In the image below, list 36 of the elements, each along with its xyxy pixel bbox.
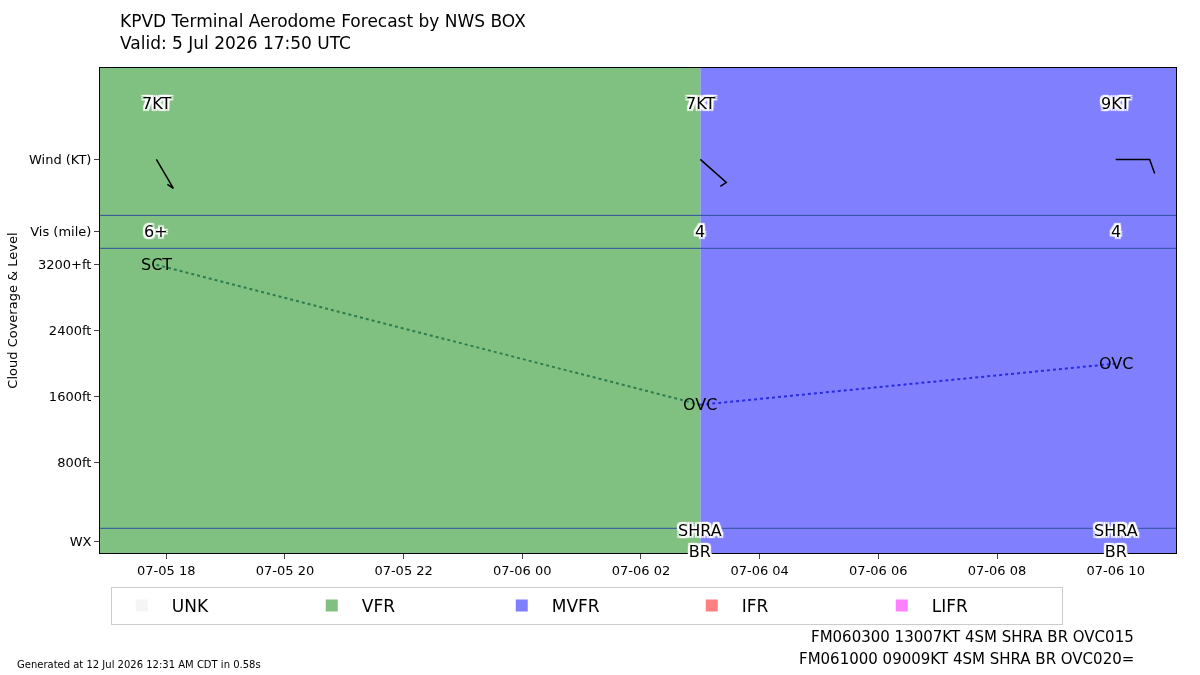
x-tick-label: 07-06 00 (493, 562, 552, 578)
annotation: SCT (141, 255, 173, 274)
y-tick-label: 2400ft (48, 323, 92, 339)
x-tick-label: 07-06 06 (849, 562, 908, 578)
chart-subtitle: Valid: 5 Jul 2026 17:50 UTC (120, 33, 351, 54)
y-tick-label: Wind (KT) (28, 151, 92, 167)
annotation: 4 (1111, 222, 1122, 241)
x-tick-label: 07-05 18 (137, 562, 196, 578)
legend-label: UNK (171, 596, 209, 617)
annotation: 7KT (686, 94, 716, 113)
x-tick-label: 07-06 02 (611, 562, 671, 578)
y-tick-label: 800ft (57, 454, 92, 470)
x-tick-label: 07-06 04 (730, 562, 789, 578)
text: FM061000 09009KT 4SM SHRA BR OVC020= (799, 650, 1135, 668)
y-tick-label: 3200+ft (37, 257, 92, 273)
y-tick-label: Vis (mile) (30, 224, 92, 240)
y-tick-label: WX (69, 534, 92, 550)
text: Generated at 12 Jul 2026 12:31 AM CDT in 0.58s (17, 659, 261, 670)
y-tick-label: 1600ft (48, 389, 92, 405)
text: FM060300 13007KT 4SM SHRA BR OVC015 (811, 628, 1134, 646)
chart-title: KPVD Terminal Aerodome Forecast by NWS BOX (120, 11, 527, 31)
x-tick-label: 07-06 08 (967, 562, 1027, 578)
legend-label: VFR (361, 596, 396, 617)
x-tick-label: 07-06 10 (1086, 562, 1145, 578)
y-axis-title: Cloud Coverage & Level (4, 232, 20, 389)
annotation: 4 (695, 222, 706, 241)
annotation: 7KT (142, 94, 172, 113)
legend-label: LIFR (931, 596, 969, 617)
annotation: OVC (1099, 354, 1134, 373)
annotation: 9KT (1101, 94, 1131, 113)
legend-label: IFR (741, 596, 769, 617)
annotation: OVC (683, 395, 718, 414)
annotation: 6+ (144, 222, 168, 241)
x-tick-label: 07-05 22 (374, 562, 433, 578)
x-tick-label: 07-05 20 (255, 562, 315, 578)
legend-label: MVFR (551, 596, 600, 617)
